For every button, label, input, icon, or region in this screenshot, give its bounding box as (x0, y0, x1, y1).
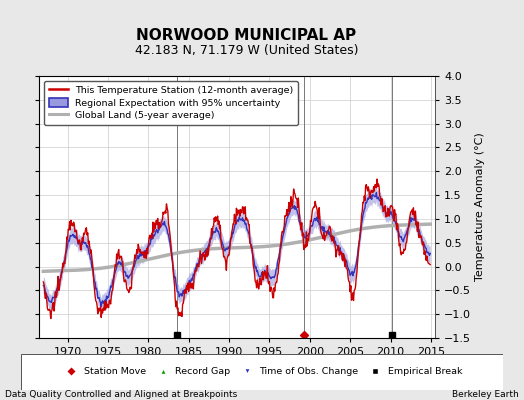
Y-axis label: Temperature Anomaly (°C): Temperature Anomaly (°C) (475, 133, 485, 281)
FancyBboxPatch shape (21, 354, 503, 390)
Text: 42.183 N, 71.179 W (United States): 42.183 N, 71.179 W (United States) (135, 44, 358, 57)
Text: Berkeley Earth: Berkeley Earth (452, 390, 519, 399)
Legend: This Temperature Station (12-month average), Regional Expectation with 95% uncer: This Temperature Station (12-month avera… (44, 81, 298, 125)
Text: NORWOOD MUNICIPAL AP: NORWOOD MUNICIPAL AP (136, 28, 356, 43)
Legend: Station Move, Record Gap, Time of Obs. Change, Empirical Break: Station Move, Record Gap, Time of Obs. C… (59, 365, 465, 379)
Text: Data Quality Controlled and Aligned at Breakpoints: Data Quality Controlled and Aligned at B… (5, 390, 237, 399)
